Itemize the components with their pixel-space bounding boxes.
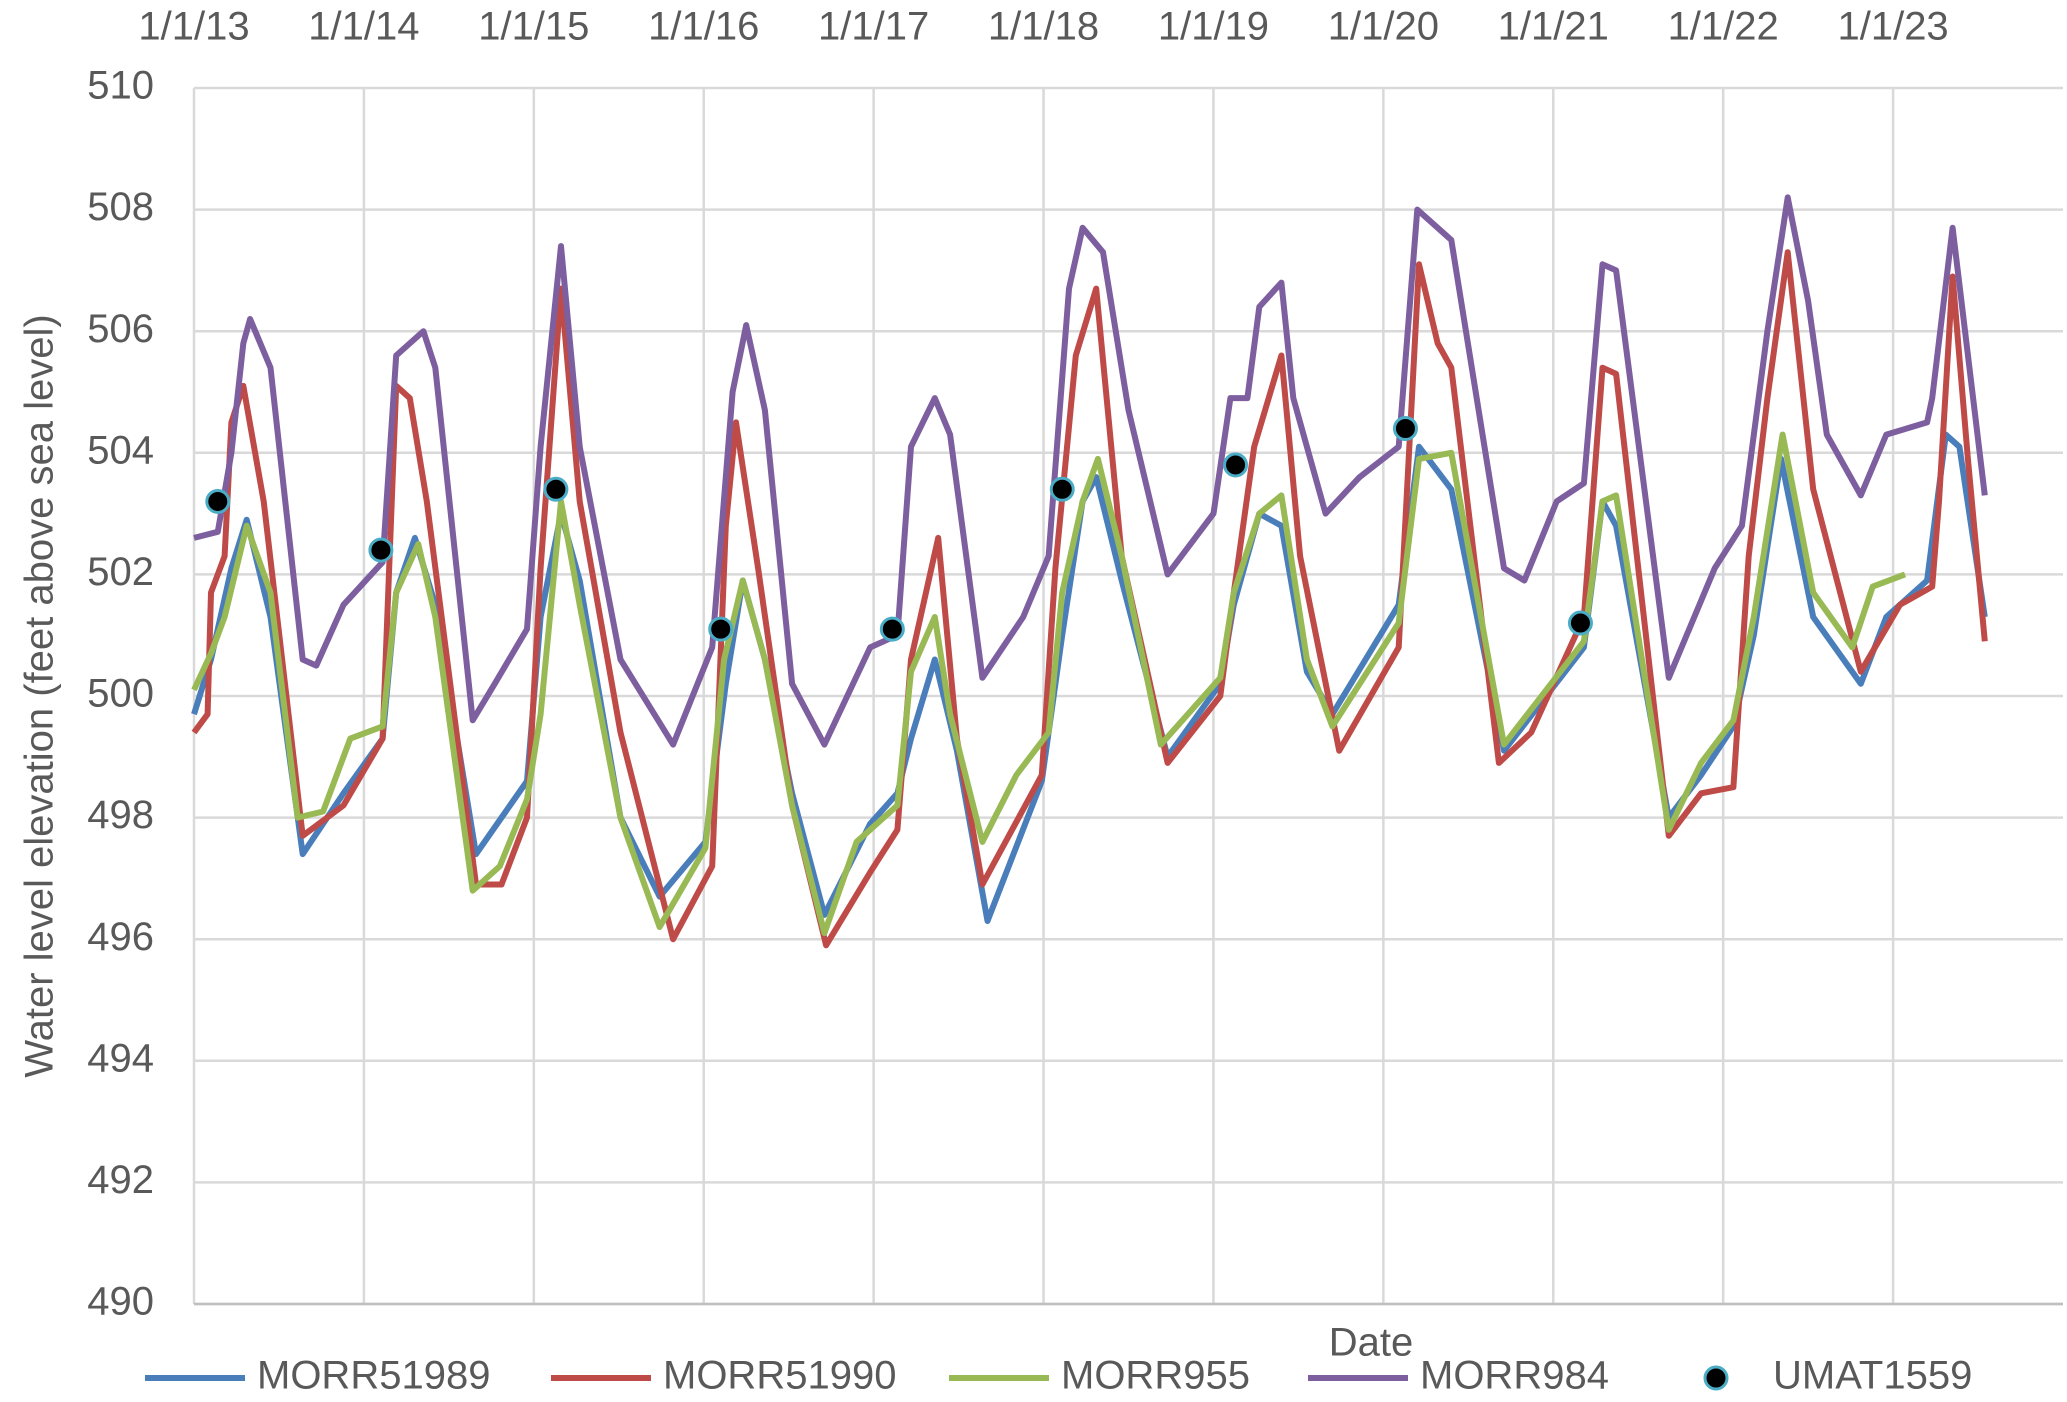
x-tick-label: 1/1/22: [1668, 5, 1779, 49]
x-tick-label: 1/1/15: [478, 5, 589, 49]
y-tick-label: 504: [87, 428, 154, 472]
x-tick-label: 1/1/13: [138, 5, 249, 49]
y-axis-title: Water level elevation (feet above sea le…: [18, 314, 62, 1077]
y-tick-label: 498: [87, 793, 154, 837]
x-tick-label: 1/1/20: [1328, 5, 1439, 49]
x-tick-label: 1/1/23: [1837, 5, 1948, 49]
point: [1223, 452, 1249, 478]
y-tick-label: 492: [87, 1158, 154, 1202]
y-tick-label: 494: [87, 1036, 154, 1080]
point: [1567, 610, 1593, 636]
legend-label: MORR955: [1061, 1354, 1250, 1397]
point: [708, 616, 734, 642]
legend-marker: [1703, 1365, 1729, 1391]
y-tick-label: 500: [87, 672, 154, 716]
y-tick-label: 508: [87, 185, 154, 229]
x-tick-label: 1/1/18: [988, 5, 1099, 49]
series-line: [191, 431, 1988, 924]
legend: MORR51989 MORR51990 MORR955 MORR984 UMAT1559: [120, 1354, 2020, 1398]
point: [879, 616, 905, 642]
y-tick-label: 502: [87, 550, 154, 594]
point: [368, 537, 394, 563]
y-tick-label: 496: [87, 915, 154, 959]
y-tick-label: 490: [87, 1280, 154, 1324]
x-tick-label: 1/1/17: [818, 5, 929, 49]
x-tick-label: 1/1/21: [1498, 5, 1609, 49]
x-tick-label: 1/1/14: [308, 5, 419, 49]
x-tick-label: 1/1/16: [648, 5, 759, 49]
legend-background: [120, 1356, 2020, 1397]
legend-label: MORR51989: [257, 1354, 490, 1397]
y-tick-label: 510: [87, 64, 154, 108]
legend-label: MORR984: [1420, 1354, 1609, 1397]
point: [1392, 415, 1418, 441]
series-line: [193, 194, 1988, 748]
legend-label: MORR51990: [663, 1354, 896, 1397]
series-line: [191, 431, 1907, 937]
legend-label: UMAT1559: [1773, 1354, 1972, 1397]
point: [543, 476, 569, 502]
point: [1049, 476, 1075, 502]
y-tick-label: 506: [87, 307, 154, 351]
point: [205, 488, 231, 514]
series-line: [191, 249, 1988, 949]
x-tick-label: 1/1/19: [1158, 5, 1269, 49]
